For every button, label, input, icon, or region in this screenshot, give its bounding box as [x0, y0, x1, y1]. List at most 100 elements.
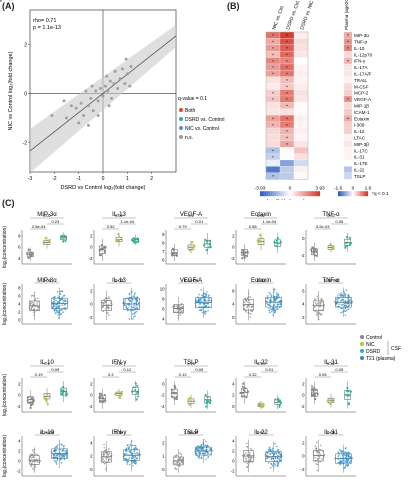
- subplot-title-1-1: IL-13: [112, 278, 126, 284]
- point-3-2-1-32: [205, 440, 207, 443]
- point-3-3-0-13: [241, 454, 244, 457]
- regression-line: [29, 35, 177, 152]
- point-3-0-0-23: [32, 460, 35, 463]
- x-axis-label: DSRD vs Control log₂(fold change): [61, 185, 146, 191]
- point-3-1-0-39: [102, 455, 105, 457]
- point-3-0-1-62: [63, 455, 66, 458]
- pvalue-2-0-0: 0.1: [44, 361, 50, 366]
- point-3-2-0-18: [180, 458, 183, 461]
- pvalue-2-0-1: 0.09: [51, 367, 60, 372]
- point-3-0-1-23: [62, 452, 64, 455]
- y-tick-label-0-2-2: 8: [162, 240, 165, 245]
- plasma-sig-1: *: [347, 40, 349, 45]
- point-3-2-1-37: [203, 454, 206, 457]
- point-1-2-1-84: [195, 304, 197, 307]
- y-tick-label-0-1-0: -2: [89, 256, 93, 261]
- point-3-3-0-36: [247, 454, 250, 456]
- point-1-3-0-29: [248, 299, 250, 301]
- point-3-0-1-54: [50, 450, 53, 453]
- point-3-2-1-75: [198, 453, 201, 455]
- y-tick-label-0-0-2: 8: [18, 233, 21, 238]
- point-3-0-1-51: [58, 443, 61, 446]
- point-1-3-0-25: [247, 311, 250, 314]
- point-1-1-1-41: [130, 305, 133, 308]
- point-1-0-1-56: [56, 301, 59, 303]
- legend-label-0: Both: [185, 108, 196, 114]
- point-2-4-2-8: [347, 390, 350, 393]
- point-3-0-1-59: [57, 453, 59, 456]
- point-1-4-1-67: [340, 296, 343, 299]
- point-3-3-1-48: [270, 458, 273, 461]
- csf-label: CSF: [391, 346, 401, 352]
- point-1-4-1-68: [344, 294, 346, 297]
- point-1-2-1-20: [201, 294, 203, 297]
- point-1-1-1-37: [131, 309, 134, 311]
- point-0-3-0-10: [243, 256, 246, 259]
- point-3-3-1-40: [276, 445, 278, 448]
- point-1-4-0-9: [312, 304, 314, 306]
- point-1-4-1-86: [339, 294, 342, 297]
- point-1-1-0-5: [110, 302, 112, 304]
- main-scale-seg-5: [270, 191, 273, 197]
- heatmap-cell-12-2: [293, 108, 309, 116]
- point-3-0-1-73: [62, 454, 65, 456]
- point-1-2-1-54: [203, 304, 206, 306]
- point-0-1-2-8: [136, 237, 139, 240]
- heatmap-sig-6-0: *: [272, 72, 274, 77]
- scatter-point-ns-18: [116, 87, 120, 91]
- point-3-2-1-85: [194, 448, 197, 451]
- pvalue-2-4-2: 0.05: [319, 372, 328, 377]
- point-0-4-1-4: [331, 245, 334, 248]
- point-2-1-2-4: [135, 398, 138, 401]
- y-tick-label-3-4-2: 2: [302, 440, 305, 445]
- heatmap-cell-21-1: [279, 166, 295, 173]
- point-1-1-1-56: [130, 300, 133, 303]
- point-3-0-0-27: [35, 458, 38, 461]
- scatter-point-ns-5: [86, 104, 90, 108]
- point-2-1-1-1: [119, 394, 122, 397]
- plasma-column-label: Plasma (age20) T21 vs. D21: [344, 0, 349, 30]
- heatmap-cell-20-2: [293, 159, 309, 167]
- point-1-0-1-69: [62, 301, 65, 304]
- scatter-point-ns-16: [112, 82, 116, 86]
- point-1-3-1-89: [278, 301, 280, 304]
- y-tick-label-1-4-0: 2: [302, 315, 305, 320]
- y-tick-label-3-3-3: 4: [232, 439, 235, 444]
- point-3-3-1-66: [277, 464, 279, 467]
- point-3-2-1-62: [206, 454, 208, 456]
- plasma-scale-seg-8: [354, 191, 357, 197]
- point-2-1-1-4: [120, 390, 123, 394]
- y-axis-label-row-3: log₂(concentration): [2, 435, 8, 477]
- point-3-3-0-35: [249, 454, 251, 457]
- heatmap-row-label-18: IL-17C: [354, 148, 368, 153]
- point-1-4-0-17: [318, 301, 320, 304]
- point-1-2-0-12: [180, 310, 183, 312]
- box-legend-label-1: NIC: [366, 342, 375, 348]
- pvalue-2-0-2: 0.19: [35, 372, 44, 377]
- plasma-scale-seg-11: [360, 191, 363, 197]
- point-3-1-0-23: [102, 458, 104, 460]
- scatter-point-label-14: IL-5: [0, 0, 8, 1]
- point-3-4-1-75: [339, 457, 342, 460]
- scatter-point-ns-7: [91, 109, 95, 113]
- point-3-3-1-65: [277, 463, 279, 466]
- main-scale-seg-26: [312, 191, 315, 197]
- significance-note: *q < 0.1: [372, 191, 389, 197]
- heatmap-cell-21-2: [293, 166, 309, 173]
- point-1-2-1-52: [204, 306, 206, 308]
- point-1-0-0-3: [33, 314, 36, 316]
- point-1-2-1-68: [202, 292, 205, 294]
- point-1-1-1-68: [130, 308, 132, 311]
- point-3-4-1-60: [342, 461, 345, 464]
- point-3-1-0-14: [104, 461, 107, 464]
- point-3-2-1-46: [200, 449, 203, 452]
- point-2-3-0-9: [244, 387, 247, 390]
- point-3-2-0-19: [174, 456, 177, 458]
- heatmap-row-label-20: IL-17E: [354, 161, 368, 166]
- point-1-4-1-56: [347, 297, 349, 299]
- panel-c-label: (C): [2, 198, 15, 208]
- point-1-1-0-26: [105, 296, 107, 299]
- subplot-title-0-1: IL-13: [112, 212, 126, 218]
- point-1-1-1-46: [126, 297, 129, 300]
- point-0-1-2-1: [133, 241, 136, 244]
